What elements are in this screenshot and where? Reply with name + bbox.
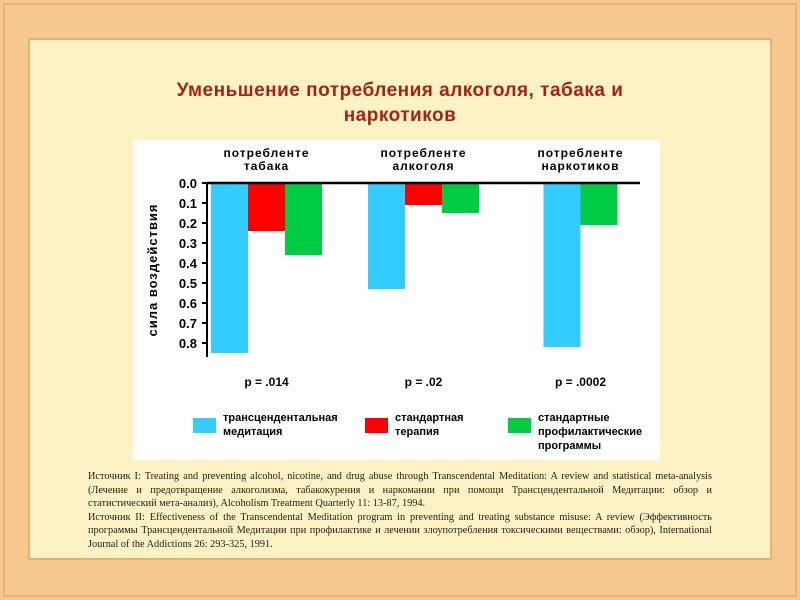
legend-label: стандартные профилактические программы [538, 412, 643, 452]
bar [368, 183, 405, 289]
y-tick-label: 0.7 [179, 316, 197, 331]
bar [442, 183, 479, 213]
chart-panel: 0.0 0.1 0.2 0.3 0.4 0.5 0.6 0.7 0.8 сила воздейст… [133, 140, 660, 460]
legend-label: трансцендентальная медитация [223, 412, 338, 438]
y-axis-label: сила воздействия [145, 203, 160, 336]
y-tick-label: 0.0 [179, 176, 197, 191]
y-tick-label: 0.1 [179, 196, 197, 211]
legend-swatch [193, 418, 216, 433]
category-label: потребленте табака [223, 146, 310, 173]
bar [405, 183, 442, 205]
source-text: Источник I: Treating and preventing alco… [88, 471, 712, 509]
bar [543, 183, 581, 347]
y-tick-label: 0.2 [179, 216, 197, 231]
y-tick-label: 0.4 [179, 256, 198, 271]
bar [248, 183, 285, 231]
legend-swatch [365, 418, 388, 433]
source-text: Источник II: Effectiveness of the Transc… [88, 511, 712, 550]
legend-label: стандартная терапия [395, 412, 464, 438]
category-label: потребленте алкоголя [380, 146, 467, 173]
y-tick-label: 0.5 [179, 276, 197, 291]
sources: Источник I: Treating and preventing alco… [88, 470, 712, 551]
legend-swatch [508, 418, 531, 433]
p-value: p = .014 [244, 375, 289, 389]
y-tick-label: 0.3 [179, 236, 197, 251]
slide-title: Уменьшение потребления алкоголя, табака … [176, 80, 624, 126]
y-tick-label: 0.8 [179, 336, 197, 351]
p-value: p = .0002 [555, 375, 606, 389]
bar [211, 183, 248, 353]
bar [580, 183, 618, 225]
y-tick-label: 0.6 [179, 296, 197, 311]
bar [285, 183, 322, 255]
chart: 0.0 0.1 0.2 0.3 0.4 0.5 0.6 0.7 0.8 сила воздейст… [145, 176, 640, 433]
category-label: потребленте наркотиков [537, 146, 624, 173]
p-value: p = .02 [405, 375, 443, 389]
